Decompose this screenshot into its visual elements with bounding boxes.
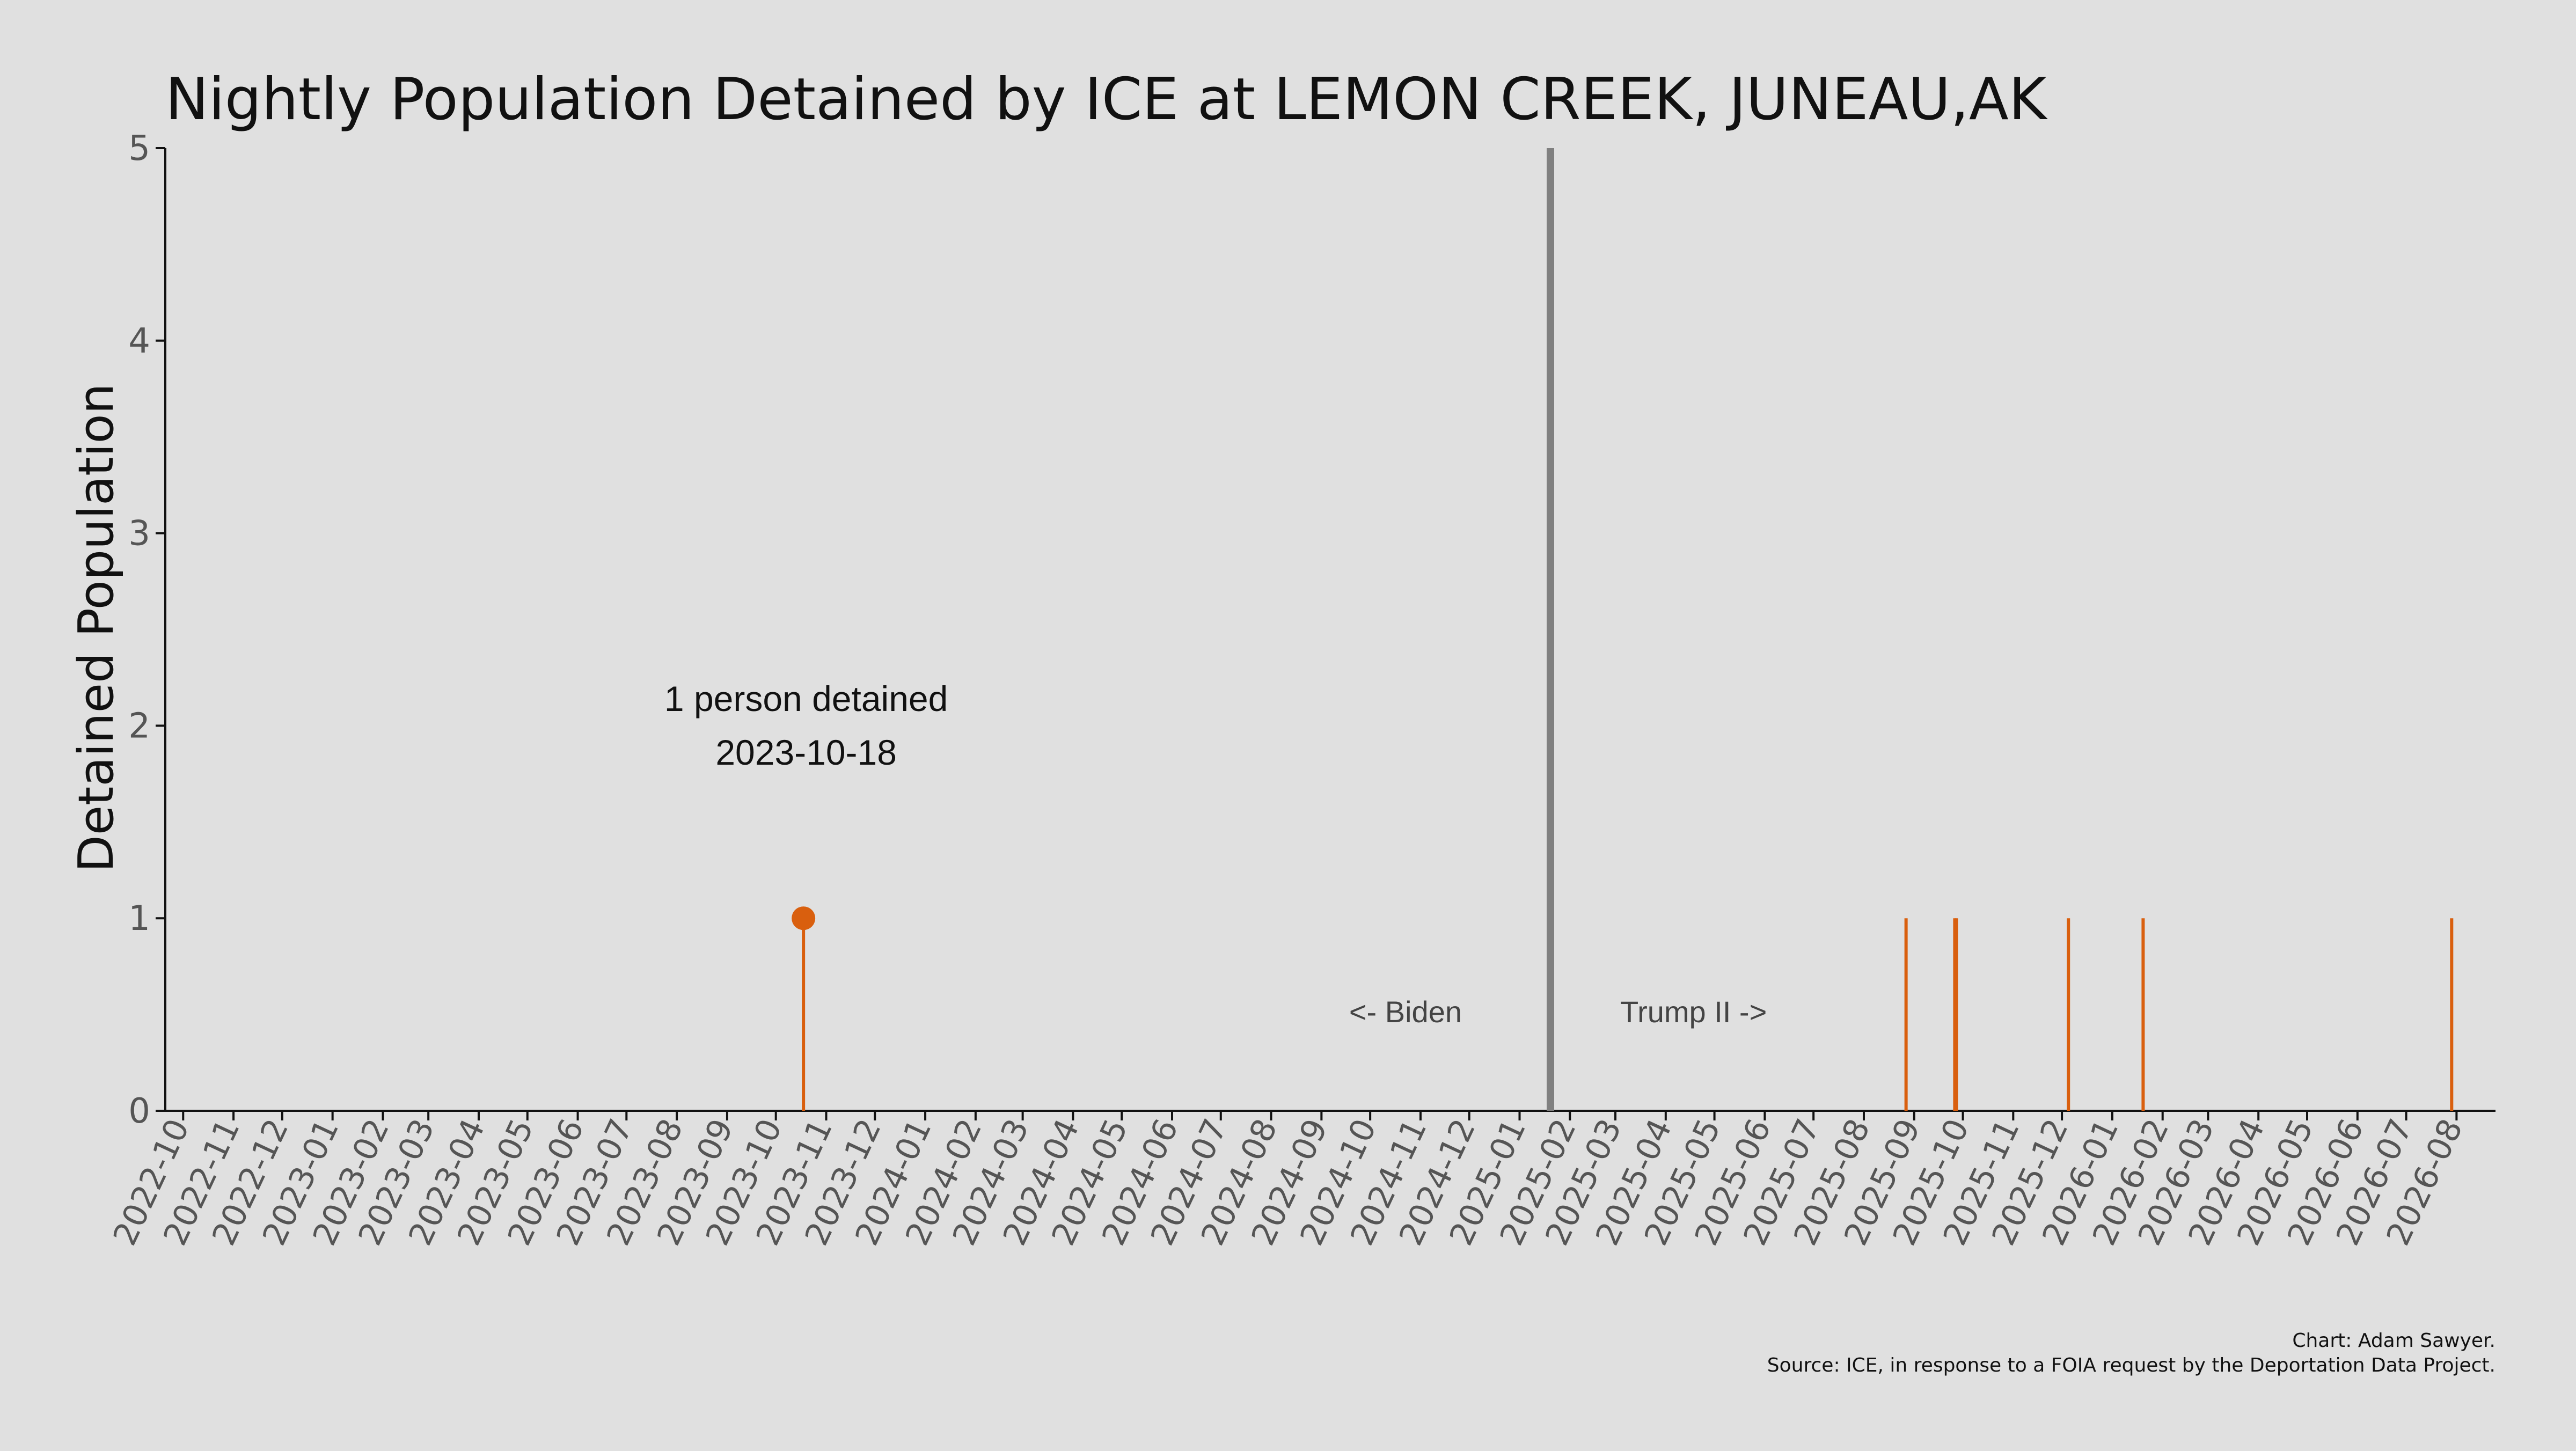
annotation-line-1: 1 person detained <box>664 679 948 719</box>
chart-credit: Chart: Adam Sawyer. <box>2292 1330 2496 1352</box>
era-label-biden: <- Biden <box>1349 995 1462 1029</box>
x-ticks: 2022-102022-112022-122023-012023-022023-… <box>106 1111 2470 1251</box>
y-tick-label: 5 <box>128 129 150 168</box>
y-ticks: 0 1 2 3 4 5 <box>128 129 165 1131</box>
y-tick-label: 0 <box>128 1091 150 1131</box>
highlight-point <box>792 906 816 930</box>
y-axis-label: Detained Population <box>68 383 125 872</box>
bars <box>792 906 2454 1111</box>
chart-source: Source: ICE, in response to a FOIA reque… <box>1767 1354 2496 1376</box>
chart-title: Nightly Population Detained by ICE at LE… <box>165 66 2048 133</box>
y-tick-label: 4 <box>128 321 150 361</box>
era-label-trump: Trump II -> <box>1620 995 1767 1029</box>
annotation-line-2: 2023-10-18 <box>715 732 897 772</box>
y-tick-label: 1 <box>128 899 150 939</box>
y-tick-label: 2 <box>128 706 150 746</box>
y-tick-label: 3 <box>128 514 150 554</box>
